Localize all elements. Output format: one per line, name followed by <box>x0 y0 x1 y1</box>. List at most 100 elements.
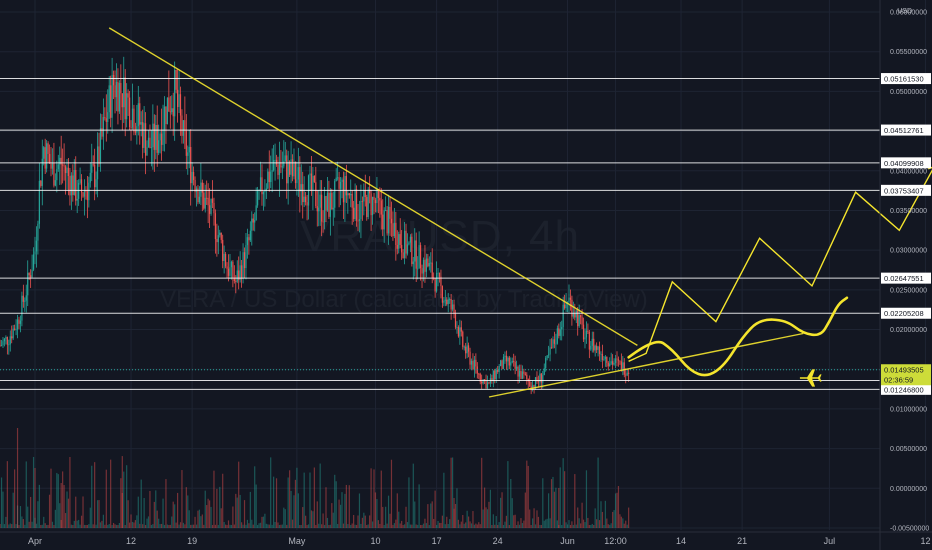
volume-bar <box>254 466 256 528</box>
volume-bar <box>354 524 356 528</box>
horizontal-levels[interactable] <box>0 78 880 390</box>
candle-body <box>123 77 125 108</box>
volume-bar <box>591 523 593 528</box>
volume-bar <box>433 518 435 528</box>
volume-bar <box>441 515 443 528</box>
level-badge-label: 0.04512761 <box>884 126 924 135</box>
volume-bar <box>92 524 94 528</box>
candle-body <box>552 339 554 348</box>
volume-bar <box>312 511 314 528</box>
countdown-label: 02:36:59 <box>884 376 913 385</box>
candle-body <box>389 206 391 219</box>
candle-body <box>421 268 423 274</box>
candle-body <box>318 207 320 212</box>
volume-bar <box>476 524 478 528</box>
volume-bar <box>76 520 78 528</box>
candle-body <box>28 272 30 276</box>
volume-bar <box>421 525 423 528</box>
volume-bar <box>548 493 550 528</box>
volume-bar <box>422 523 425 528</box>
candle-body <box>508 357 510 366</box>
candle-body <box>497 369 499 372</box>
volume-bar <box>32 456 35 528</box>
candle-body <box>398 234 400 249</box>
volume-bar <box>486 509 489 528</box>
volume-bar <box>37 501 39 528</box>
candle-body <box>128 97 131 128</box>
candle-body <box>286 155 288 184</box>
volume-bar <box>389 513 391 528</box>
volume-bar <box>505 515 508 528</box>
volume-bar <box>142 524 144 528</box>
candle-body <box>112 75 115 86</box>
volume-bar <box>139 523 141 528</box>
volume-bar <box>532 518 534 528</box>
volume-bar <box>478 522 480 528</box>
volume-bar <box>86 524 88 528</box>
volume-bar <box>408 477 410 528</box>
volume-bar <box>390 459 393 528</box>
volume-bar <box>383 524 385 528</box>
candle-body <box>418 245 420 269</box>
volume-bar <box>580 523 582 528</box>
volume-bar <box>232 506 234 528</box>
volume-bar <box>430 503 432 528</box>
x-tick-label: Jun <box>560 536 575 546</box>
volume-bar <box>246 519 249 528</box>
candle-body <box>72 175 74 195</box>
volume-bar <box>294 479 297 528</box>
candle-body <box>299 167 301 192</box>
candle-body <box>601 353 604 360</box>
candle-body <box>67 167 70 176</box>
candle-body <box>598 346 601 354</box>
candle-body <box>540 373 542 383</box>
candle-body <box>182 120 185 136</box>
volume-bar <box>60 483 62 528</box>
candle-body <box>495 369 497 380</box>
candle-body <box>248 237 250 241</box>
candle-body <box>543 368 545 376</box>
volume-bar <box>281 524 283 528</box>
candle-body <box>83 190 86 197</box>
candle-body <box>316 206 318 212</box>
volume-bar <box>345 484 347 528</box>
volume-bar <box>307 524 310 528</box>
candle-body <box>387 206 390 234</box>
candle-body <box>360 200 362 220</box>
candle-body <box>163 106 166 130</box>
current-price-badge <box>881 364 931 386</box>
volume-bar <box>565 522 567 528</box>
volume-bar <box>536 510 538 528</box>
candle-body <box>502 356 505 369</box>
candle-body <box>440 276 442 287</box>
volume-bar <box>278 524 281 528</box>
candle-body <box>82 192 84 197</box>
volume-bar <box>201 514 203 528</box>
volume-bar <box>64 513 67 528</box>
volume-bar <box>508 524 510 528</box>
volume-bar <box>488 501 490 528</box>
volume-bar <box>175 522 177 528</box>
volume-bar <box>456 488 458 528</box>
candle-body <box>569 297 572 300</box>
volume-bar <box>249 491 251 528</box>
volume-bar <box>626 524 628 528</box>
volume-bar <box>491 524 493 528</box>
volume-bar <box>363 512 365 528</box>
candle-body <box>597 346 599 350</box>
candle-body <box>114 85 116 98</box>
candle-body <box>280 162 282 168</box>
y-tick-label: 0.01000000 <box>890 406 927 413</box>
volume-bar <box>351 523 353 528</box>
volume-bar <box>57 474 59 528</box>
volume-bar <box>335 481 337 528</box>
candle-body <box>591 338 593 346</box>
volume-bar <box>552 476 554 528</box>
volume-bar <box>287 477 289 528</box>
volume-bar <box>342 523 345 528</box>
candle-body <box>546 355 548 358</box>
drawings[interactable] <box>108 27 932 398</box>
volume-bar <box>344 493 346 528</box>
